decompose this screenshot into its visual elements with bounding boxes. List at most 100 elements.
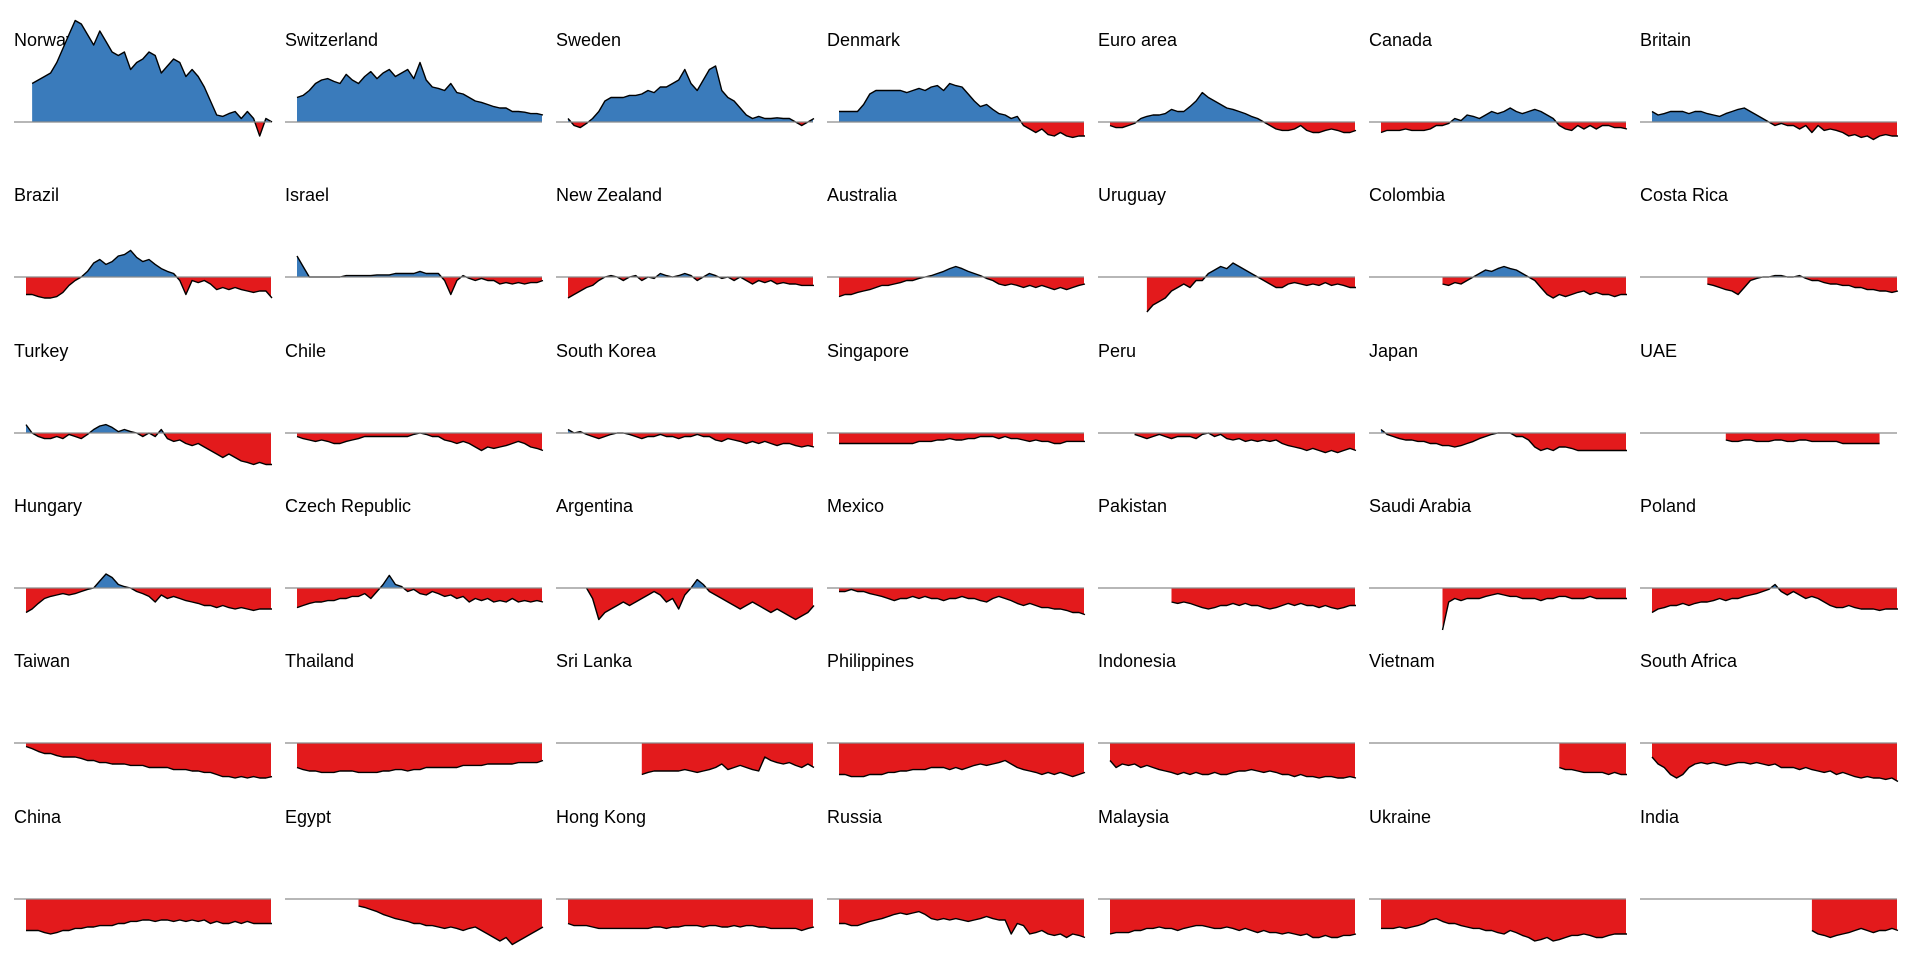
positive-area [1442,266,1626,278]
negative-area [358,898,542,944]
series-line [567,65,815,129]
panel-plot [1098,897,1357,938]
chart-panel: Malaysia [1084,779,1357,938]
panel-title: India [1640,806,1680,827]
negative-area [1652,743,1897,782]
negative-area [568,277,813,299]
chart-panel: Peru [1084,313,1357,468]
panel-plot [14,897,272,935]
panel-title: Philippines [827,651,915,672]
panel-title: Switzerland [285,30,379,50]
series-line [839,435,1085,444]
panel-title: Brazil [14,185,60,206]
panel-plot [556,742,815,776]
panel-title: Taiwan [14,651,71,672]
panel-title: Malaysia [1098,806,1170,827]
series-line [296,574,544,609]
panel-plot [1640,897,1899,938]
negative-area [1442,277,1626,299]
positive-area [586,579,813,588]
positive-area [1652,584,1897,588]
series-line [838,266,1086,298]
panel-plot [556,273,814,299]
positive-area [1110,92,1355,122]
chart-panel: Uruguay [1084,157,1356,313]
series-line [567,922,815,931]
series-line [567,428,815,448]
negative-area [1110,122,1355,133]
positive-area [1146,263,1355,278]
negative-area [1381,432,1626,451]
negative-area [26,743,271,779]
panel-title: Costa Rica [1640,185,1729,206]
panel-plot [1098,431,1357,453]
series-line [839,759,1086,778]
positive-area [1652,108,1897,122]
panel-plot [1369,897,1627,942]
chart-panel: Sri Lanka [542,623,815,778]
series-line [26,249,273,299]
panel-plot [1098,91,1357,134]
panel-plot [285,897,544,945]
negative-area [1811,898,1897,937]
negative-area [1381,122,1626,133]
chart-panel: Thailand [271,623,544,778]
negative-area [1171,587,1355,609]
panel-title: Australia [827,185,898,206]
positive-area [32,20,271,122]
panel-title: Indonesia [1098,651,1177,672]
panel-title: Saudi Arabia [1369,495,1472,516]
series-line [1109,924,1357,938]
chart-panel: Turkey [0,313,272,468]
negative-area [297,743,542,773]
series-line [26,918,272,935]
panel-title: Britain [1640,30,1692,50]
series-line [641,756,815,776]
chart-panel: India [1626,779,1899,938]
negative-area [568,432,813,447]
chart-panel: Pakistan [1084,468,1356,623]
panel-plot [1098,587,1356,610]
chart-panel: Mexico [813,468,1086,623]
negative-area [1707,277,1897,295]
panel-plot [285,742,544,774]
negative-area [297,277,542,295]
series-line [1651,756,1899,783]
negative-area [1146,277,1355,313]
panel-title: Ukraine [1369,806,1432,827]
panel-title: UAE [1640,340,1678,361]
panel-plot [1369,742,1627,776]
chart-panel: Euro area [1084,2,1357,157]
chart-panel: Australia [813,157,1086,312]
panel-title: Peru [1098,340,1137,361]
negative-area [839,277,1084,297]
panel-title: Poland [1640,495,1697,516]
panel-plot [1640,275,1899,296]
panel-plot [556,578,815,621]
chart-panel: Hong Kong [542,779,815,934]
negative-area [568,898,813,930]
negative-area [1652,587,1897,613]
chart-panel: Israel [271,157,544,312]
chart-panel: Indonesia [1084,623,1357,779]
negative-area [26,277,271,299]
panel-title: Vietnam [1369,651,1435,672]
series-line [1171,601,1356,610]
chart-panel: Philippines [813,623,1086,778]
panel-title: Canada [1369,30,1433,50]
chart-panel: UAE [1626,313,1897,468]
panel-title: Israel [285,185,330,206]
chart-panel: Brazil [0,157,273,312]
panel-plot [1098,742,1357,779]
chart-panel: Czech Republic [271,468,544,623]
chart-panel: New Zealand [542,157,814,312]
panel-plot [14,573,272,613]
panel-plot [556,897,815,931]
positive-area [568,273,813,278]
negative-area [297,587,542,608]
chart-panel: Argentina [542,468,815,623]
series-line [839,82,1085,139]
series-line [1146,262,1356,313]
series-line [567,273,814,299]
